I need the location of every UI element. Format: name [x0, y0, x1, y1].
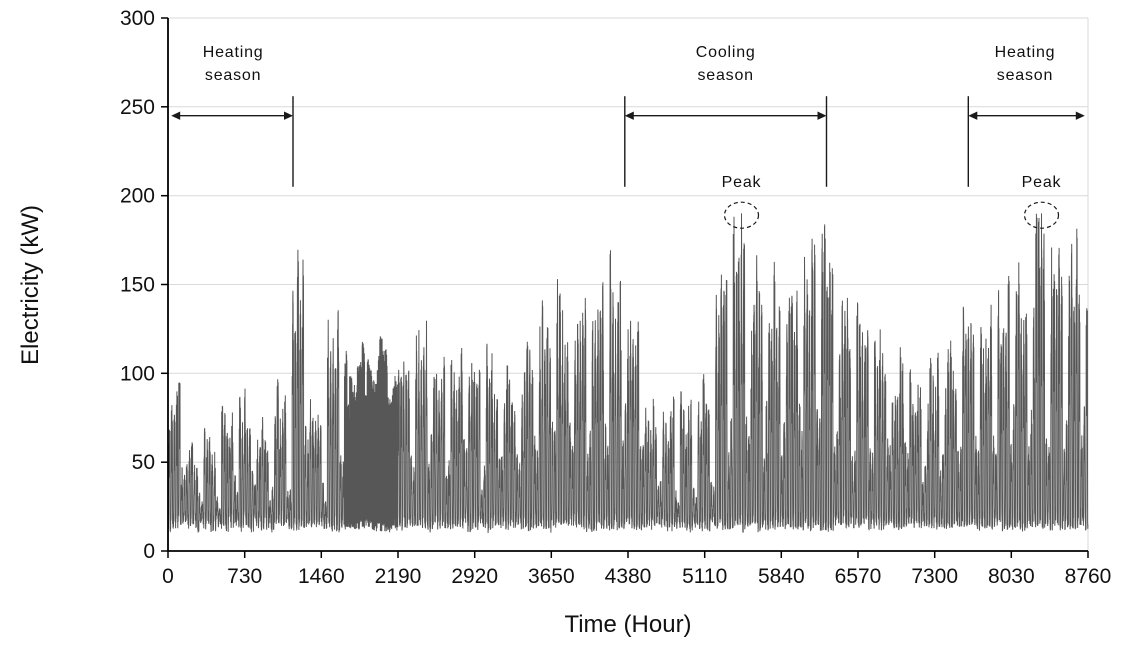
- arrowhead-icon: [171, 111, 181, 120]
- arrowhead-icon: [817, 111, 827, 120]
- x-tick-label: 5110: [682, 565, 727, 588]
- y-tick-label: 200: [120, 185, 155, 208]
- x-tick-label: 5840: [758, 565, 805, 588]
- x-tick-label: 0: [162, 565, 174, 588]
- y-tick-label: 100: [120, 362, 155, 385]
- arrowhead-icon: [1075, 111, 1085, 120]
- x-tick-label: 4380: [605, 565, 652, 588]
- arrowhead-icon: [624, 111, 634, 120]
- y-tick-label: 250: [120, 96, 155, 119]
- season-label: Cooling season: [696, 44, 756, 84]
- peak-label: Peak: [1022, 174, 1062, 191]
- y-axis-title: Electricity (kW): [17, 205, 44, 365]
- season-label: Heating season: [995, 44, 1056, 84]
- season-label: Heating season: [203, 44, 264, 84]
- peak-circle: [723, 201, 760, 229]
- x-tick-label: 2920: [451, 565, 498, 588]
- peak-circle: [1023, 201, 1060, 229]
- x-tick-label: 8760: [1065, 565, 1112, 588]
- x-tick-label: 8030: [988, 565, 1035, 588]
- y-tick-label: 50: [132, 451, 155, 474]
- x-tick-label: 2190: [375, 565, 422, 588]
- peak-label: Peak: [722, 174, 762, 191]
- arrowhead-icon: [968, 111, 978, 120]
- x-axis-title: Time (Hour): [564, 611, 691, 638]
- x-tick-label: 730: [227, 565, 262, 588]
- y-tick-label: 0: [143, 540, 155, 563]
- y-tick-label: 300: [120, 7, 155, 30]
- x-tick-label: 1460: [298, 565, 345, 588]
- electricity-series: [167, 213, 1089, 534]
- x-tick-label: 3650: [528, 565, 575, 588]
- x-tick-label: 7300: [911, 565, 958, 588]
- x-tick-label: 6570: [835, 565, 882, 588]
- y-tick-label: 150: [120, 274, 155, 297]
- arrowhead-icon: [284, 111, 293, 120]
